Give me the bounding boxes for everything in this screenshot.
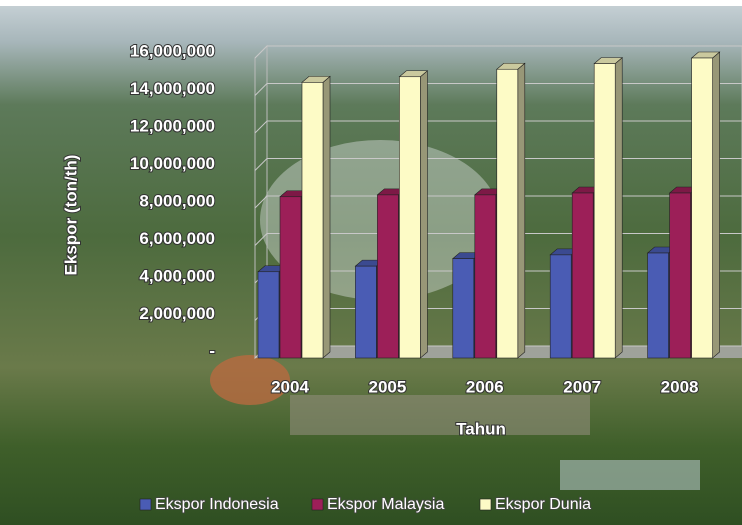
bar (399, 76, 421, 359)
pond (560, 460, 700, 490)
bar-side (712, 51, 720, 359)
y-tick-label: 6,000,000 (139, 229, 215, 248)
bar (549, 254, 572, 359)
bar-side (420, 70, 428, 359)
y-tick-label: 2,000,000 (139, 304, 215, 323)
x-axis-title: Tahun (456, 419, 506, 438)
x-tick-label: 2005 (368, 377, 406, 396)
bar-side (614, 56, 623, 359)
bar (257, 271, 280, 359)
legend-label: Ekspor Malaysia (327, 496, 444, 513)
y-tick-label: - (209, 341, 215, 360)
x-tick-label: 2008 (661, 377, 699, 396)
legend-label: Ekspor Dunia (495, 496, 591, 513)
bar (301, 82, 324, 359)
bar (496, 68, 519, 359)
bar (593, 63, 616, 359)
legend-swatch (311, 498, 324, 511)
top-border (0, 0, 742, 6)
plot: - 2,000,000 4,000,000 6,000,000 8,000,000 10,… (129, 40, 742, 397)
y-tick-label: 12,000,000 (130, 116, 215, 135)
grid-line (254, 120, 742, 134)
bar-side (517, 62, 526, 359)
bar (571, 192, 594, 359)
y-tick-label: 8,000,000 (139, 191, 215, 210)
grid-line (254, 83, 742, 96)
bar (377, 194, 399, 359)
buildings (290, 395, 590, 435)
bar (669, 192, 691, 359)
legend-swatch (479, 498, 492, 511)
grid-line (254, 45, 742, 59)
legend-label: Ekspor Indonesia (155, 496, 279, 513)
legend: Ekspor Indonesia Ekspor Malaysia Ekspor Du… (139, 495, 592, 514)
bar (355, 265, 377, 359)
y-tick-label: 16,000,000 (130, 41, 215, 60)
bar (647, 252, 669, 359)
bar-side (322, 75, 331, 359)
bar (474, 194, 497, 359)
x-tick-label: 2006 (466, 377, 504, 396)
grid-line (254, 158, 742, 171)
bar (452, 258, 475, 359)
y-axis-title: Ekspor (ton/th) (61, 155, 80, 276)
y-tick-label: 14,000,000 (130, 79, 215, 98)
y-tick-label: 4,000,000 (139, 266, 215, 285)
bar (279, 196, 302, 359)
bar (691, 57, 713, 359)
x-tick-label: 2004 (271, 377, 309, 396)
x-tick-label: 2007 (563, 377, 601, 396)
legend-swatch (139, 498, 152, 511)
tank (210, 355, 290, 405)
y-tick-label: 10,000,000 (130, 154, 215, 173)
